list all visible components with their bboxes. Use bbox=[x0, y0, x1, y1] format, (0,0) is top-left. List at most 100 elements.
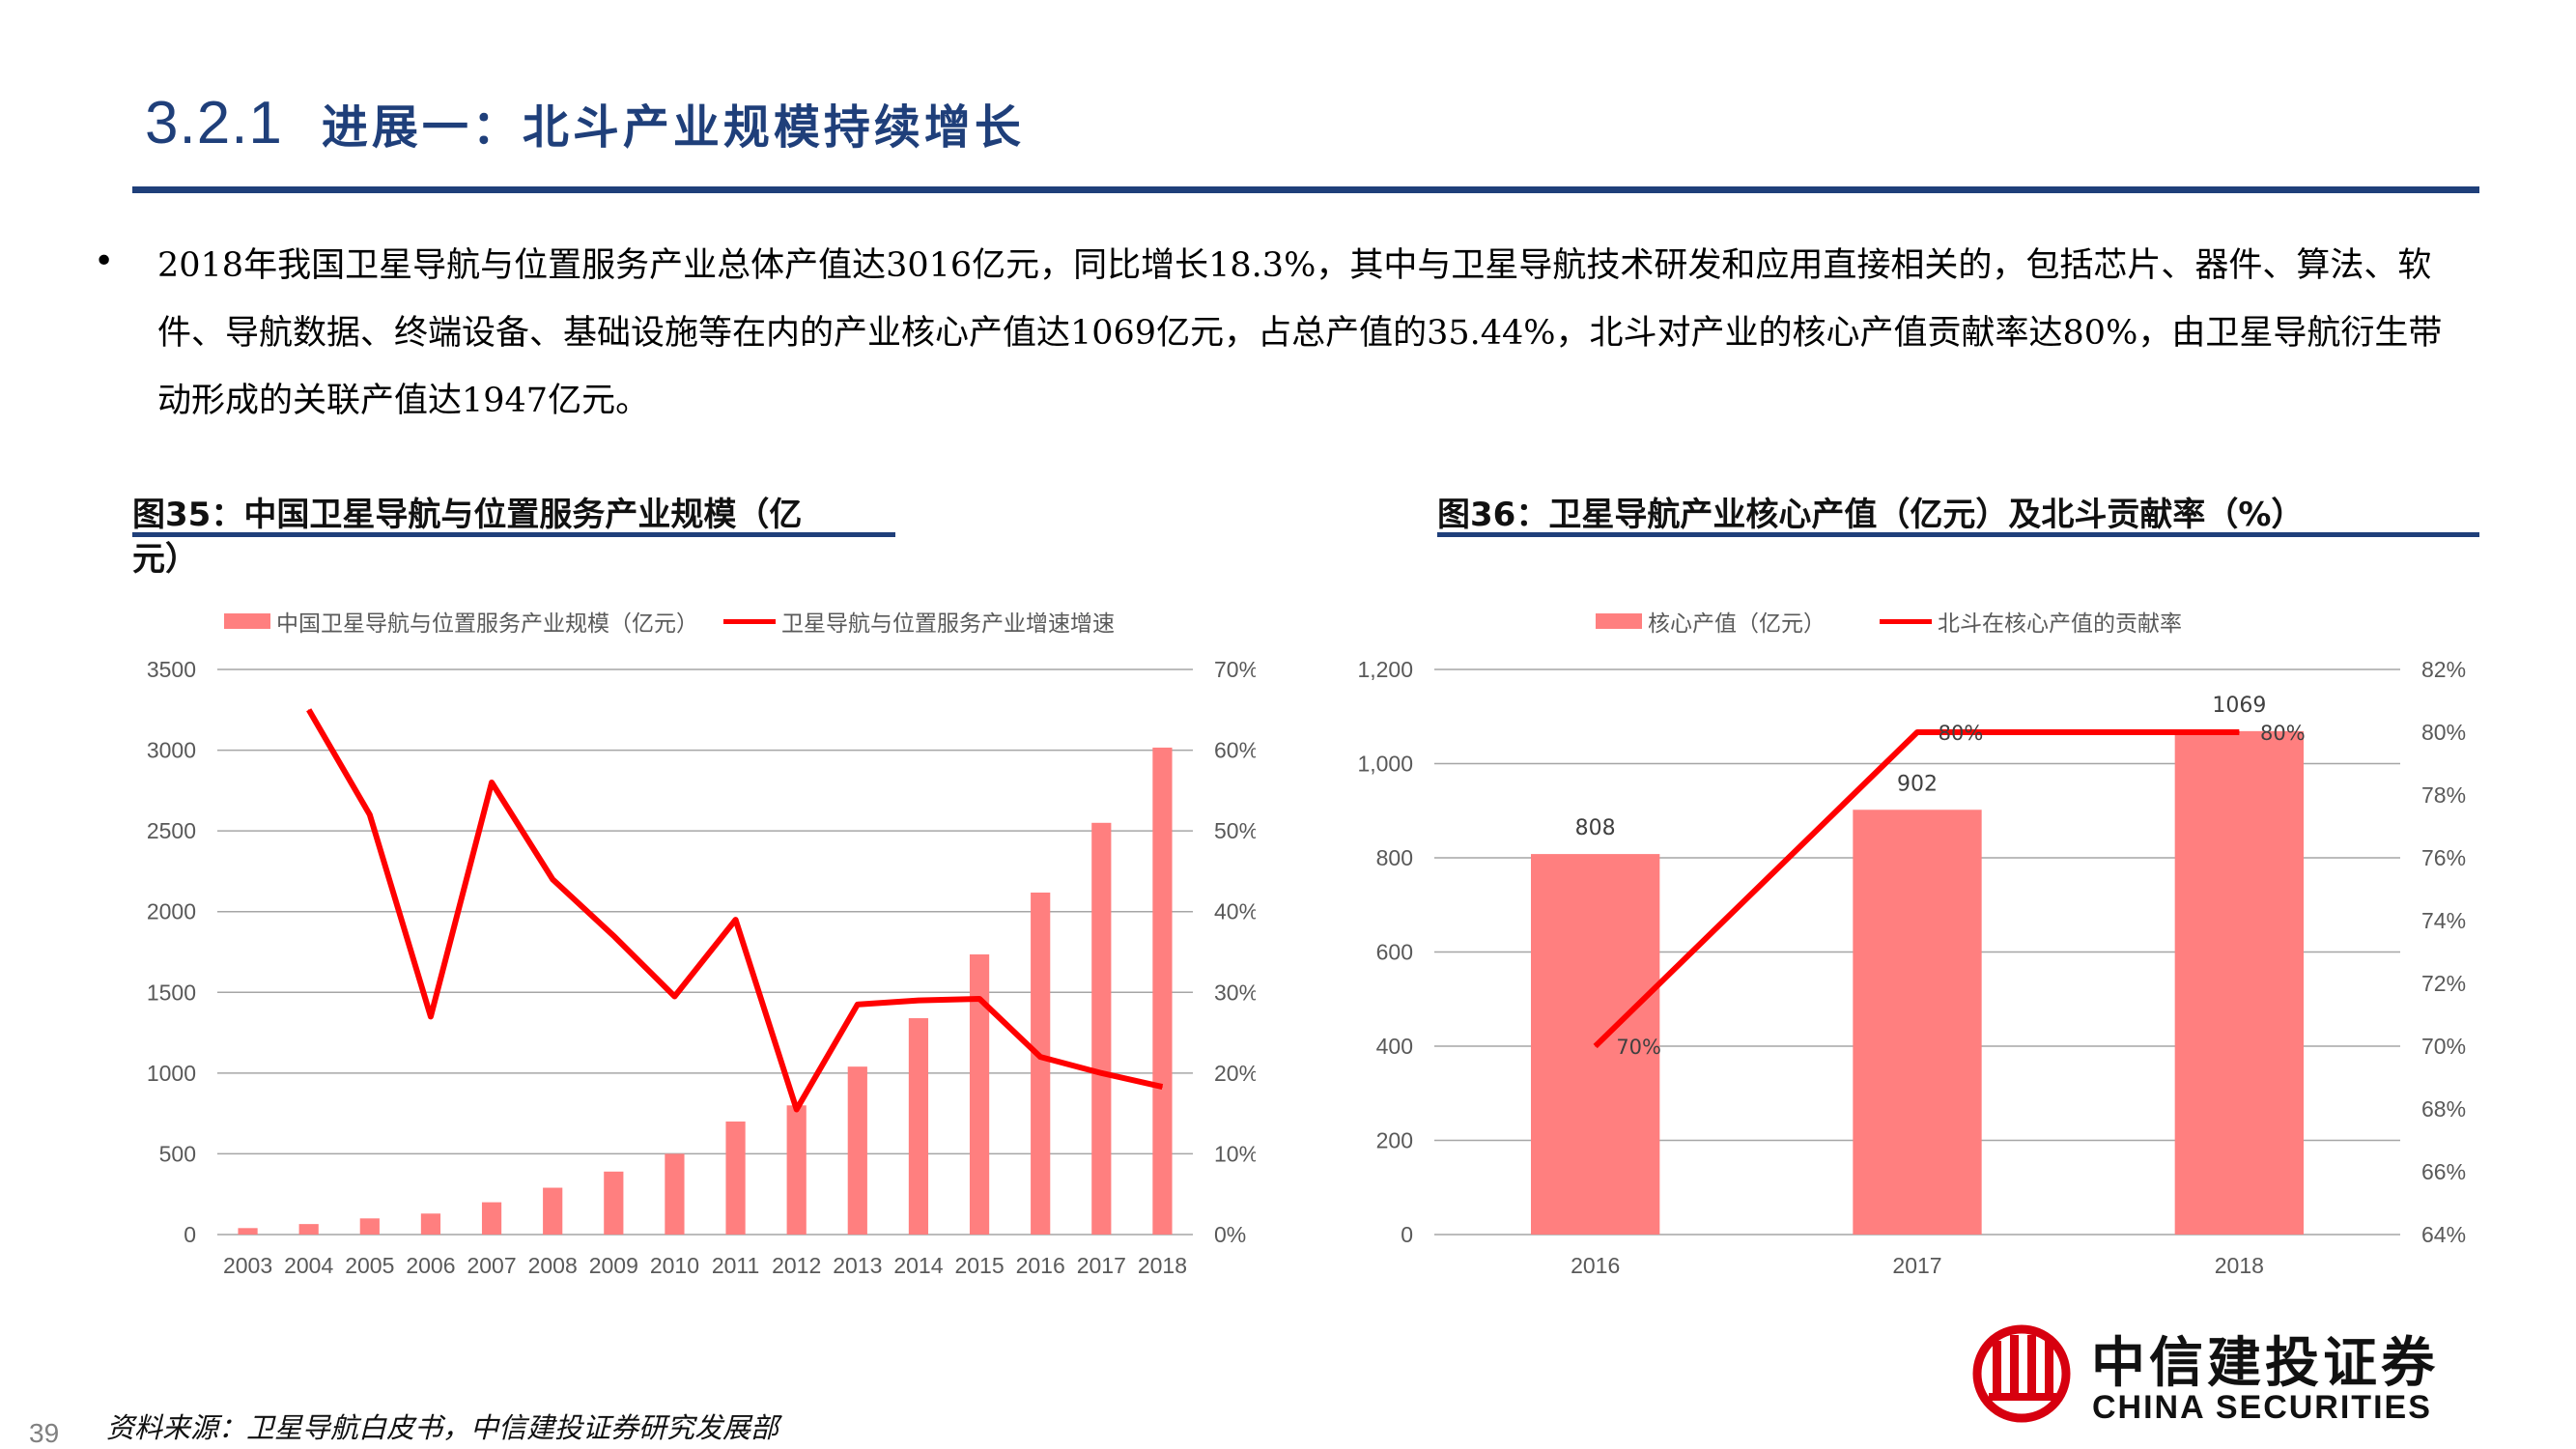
logo-en-name: CHINA SECURITIES bbox=[2092, 1389, 2432, 1426]
right-tick-label: 10% bbox=[1214, 1141, 1256, 1166]
left-tick-label: 600 bbox=[1376, 940, 1413, 965]
bar bbox=[420, 1213, 441, 1235]
right-tick-label: 40% bbox=[1214, 899, 1256, 924]
figure35-caption-rule bbox=[132, 532, 895, 537]
right-tick-label: 60% bbox=[1214, 738, 1256, 763]
left-tick-label: 0 bbox=[184, 1222, 196, 1247]
category-label: 2005 bbox=[345, 1253, 394, 1278]
slide-title: 3.2.1 进展一：北斗产业规模持续增长 bbox=[145, 89, 1025, 166]
line-point bbox=[1161, 1086, 1163, 1088]
line-point bbox=[552, 878, 553, 880]
title-rule bbox=[132, 186, 2479, 193]
left-tick-label: 0 bbox=[1401, 1222, 1413, 1247]
left-tick-label: 1000 bbox=[147, 1061, 196, 1086]
bar bbox=[908, 1018, 929, 1235]
legend-line-label: 卫星导航与位置服务产业增速增速 bbox=[781, 611, 1115, 637]
right-tick-label: 72% bbox=[2421, 971, 2466, 996]
legend-bar-swatch bbox=[1596, 613, 1642, 629]
right-tick-label: 50% bbox=[1214, 818, 1256, 843]
left-tick-label: 400 bbox=[1376, 1034, 1413, 1059]
left-tick-label: 1,200 bbox=[1357, 657, 1413, 682]
line-data-label: 80% bbox=[2260, 722, 2306, 745]
category-label: 2015 bbox=[954, 1253, 1004, 1278]
legend-line-swatch bbox=[1880, 618, 1932, 624]
figure35-caption: 图35：中国卫星导航与位置服务产业规模（亿 元） bbox=[132, 493, 1002, 582]
chart2-legend: 核心产值（亿元） 北斗在核心产值的贡献率 bbox=[1596, 605, 2182, 638]
category-label: 2007 bbox=[467, 1253, 516, 1278]
category-label: 2011 bbox=[712, 1253, 759, 1278]
bar bbox=[969, 954, 990, 1235]
legend-bar-swatch bbox=[224, 613, 270, 629]
line-point bbox=[612, 935, 614, 937]
line-point bbox=[2238, 731, 2240, 733]
right-tick-label: 80% bbox=[2421, 720, 2466, 745]
category-label: 2004 bbox=[284, 1253, 333, 1278]
legend-line-swatch bbox=[723, 618, 776, 624]
chart1-legend: 中国卫星导航与位置服务产业规模（亿元） 卫星导航与位置服务产业增速增速 bbox=[224, 605, 1115, 638]
category-label: 2003 bbox=[223, 1253, 272, 1278]
left-tick-label: 2500 bbox=[147, 818, 196, 843]
logo-emblem-icon bbox=[1972, 1324, 2071, 1423]
line-point bbox=[918, 1000, 920, 1002]
chart-core-value: 0 200 400 600 800 1,000 1,200 64% 66% 68% 70% 72% 74… bbox=[1357, 657, 2466, 1278]
right-tick-label: 76% bbox=[2421, 845, 2466, 870]
category-label: 2018 bbox=[1138, 1253, 1187, 1278]
right-tick-label: 78% bbox=[2421, 782, 2466, 808]
bar bbox=[238, 1228, 258, 1235]
line-point bbox=[369, 813, 371, 815]
left-tick-label: 1500 bbox=[147, 980, 196, 1005]
line-point bbox=[796, 1108, 798, 1110]
line-point bbox=[1100, 1072, 1102, 1074]
figure35-caption-line1: 图35：中国卫星导航与位置服务产业规模（亿 bbox=[132, 496, 803, 534]
line-point bbox=[430, 1015, 432, 1017]
left-tick-label: 3000 bbox=[147, 738, 196, 763]
category-label: 2018 bbox=[2215, 1253, 2264, 1278]
bar bbox=[1152, 747, 1173, 1235]
bar bbox=[1031, 892, 1051, 1235]
bar bbox=[1091, 822, 1112, 1235]
bar-data-label: 808 bbox=[1575, 816, 1616, 840]
line-point bbox=[1595, 1045, 1597, 1047]
line-point bbox=[857, 1004, 859, 1006]
line-point bbox=[1916, 731, 1918, 733]
category-label: 2009 bbox=[589, 1253, 638, 1278]
line-point bbox=[308, 709, 310, 711]
bar bbox=[543, 1187, 563, 1235]
bar bbox=[481, 1202, 502, 1235]
figure36-caption: 图36：卫星导航产业核心产值（亿元）及北斗贡献率（%） bbox=[1437, 496, 2305, 534]
legend-bar-label: 核心产值（亿元） bbox=[1648, 611, 1826, 637]
right-tick-label: 74% bbox=[2421, 908, 2466, 933]
source-note: 资料来源：卫星导航白皮书，中信建投证券研究发展部 bbox=[106, 1411, 779, 1444]
page-number: 39 bbox=[29, 1418, 60, 1448]
figure35-caption-line2: 元） bbox=[132, 540, 198, 579]
line-point bbox=[491, 781, 493, 783]
right-tick-label: 82% bbox=[2421, 657, 2466, 682]
right-tick-label: 70% bbox=[2421, 1034, 2466, 1059]
left-tick-label: 3500 bbox=[147, 657, 196, 682]
logo-cn-name: 中信建投证券 bbox=[2091, 1332, 2439, 1395]
right-tick-label: 68% bbox=[2421, 1096, 2466, 1122]
line-point bbox=[673, 995, 675, 997]
figure36-caption-rule bbox=[1437, 532, 2479, 537]
left-tick-label: 200 bbox=[1376, 1128, 1413, 1153]
category-label: 2016 bbox=[1571, 1253, 1620, 1278]
line-point bbox=[978, 998, 980, 1000]
bar-data-label: 902 bbox=[1897, 772, 1938, 796]
right-tick-label: 0% bbox=[1214, 1222, 1246, 1247]
category-label: 2008 bbox=[528, 1253, 578, 1278]
bar bbox=[847, 1066, 867, 1235]
left-tick-label: 2000 bbox=[147, 899, 196, 924]
bar bbox=[665, 1153, 685, 1235]
bullet-symbol: • bbox=[94, 242, 115, 281]
category-label: 2016 bbox=[1016, 1253, 1065, 1278]
line-data-label: 70% bbox=[1616, 1036, 1661, 1059]
company-logo: 中信建投证券 CHINA SECURITIES bbox=[1961, 1323, 2502, 1430]
category-label: 2017 bbox=[1077, 1253, 1126, 1278]
right-tick-label: 20% bbox=[1214, 1061, 1256, 1086]
category-label: 2014 bbox=[893, 1253, 943, 1278]
bullet-text: 2018年我国卫星导航与位置服务产业总体产值达3016亿元，同比增长18.3%，… bbox=[157, 246, 2443, 420]
left-tick-label: 800 bbox=[1376, 845, 1413, 870]
bar bbox=[359, 1218, 380, 1235]
bar bbox=[1853, 810, 1982, 1235]
right-tick-label: 66% bbox=[2421, 1159, 2466, 1184]
